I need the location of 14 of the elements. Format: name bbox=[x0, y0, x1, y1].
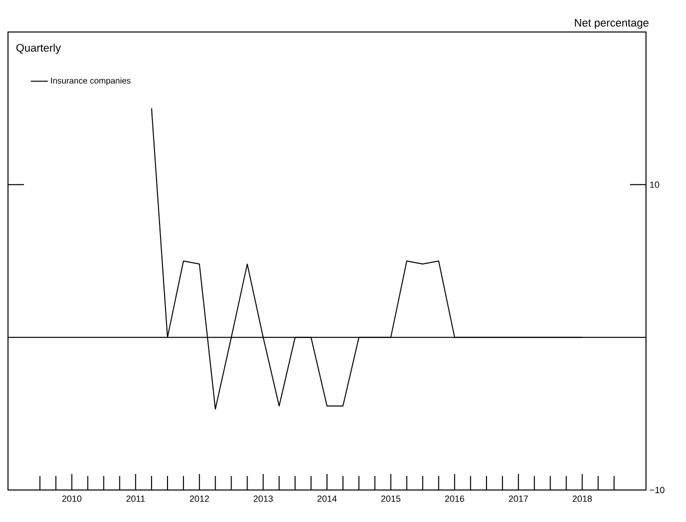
x-tick-label: 2010 bbox=[62, 496, 82, 502]
y-tick-label: −10 bbox=[650, 486, 664, 494]
x-tick-label: 2013 bbox=[254, 496, 273, 502]
y-tick-label: 10 bbox=[650, 181, 660, 188]
y-axis-title: Net percentage bbox=[574, 18, 648, 29]
x-tick-label: 2017 bbox=[508, 496, 528, 502]
x-tick-label: 2016 bbox=[445, 496, 464, 502]
x-tick-label: 2014 bbox=[317, 496, 337, 502]
x-tick-label: 2012 bbox=[190, 496, 209, 502]
x-tick-label: 2015 bbox=[381, 496, 400, 502]
x-tick-label: 2011 bbox=[126, 496, 145, 502]
legend-title: Quarterly bbox=[16, 44, 61, 54]
x-tick-label: 2018 bbox=[572, 496, 592, 502]
legend-label: Insurance companies bbox=[51, 77, 130, 86]
